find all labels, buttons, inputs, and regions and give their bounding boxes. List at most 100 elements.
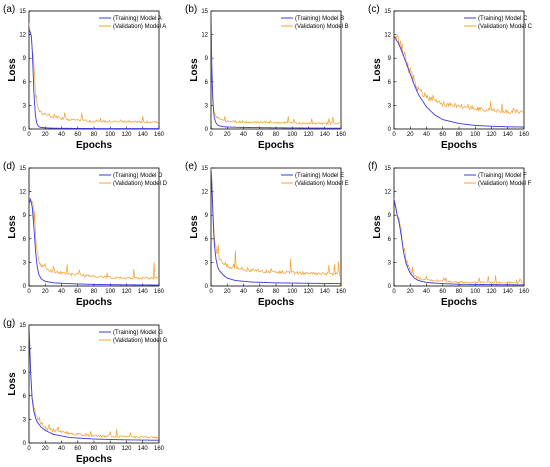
x-tick-label: 40 bbox=[423, 132, 430, 138]
y-tick-label: 9 bbox=[205, 213, 209, 219]
y-tick-label: 12 bbox=[19, 33, 26, 39]
x-tick-label: 120 bbox=[121, 446, 132, 452]
y-tick-label: 0 bbox=[23, 441, 27, 447]
y-tick-label: 3 bbox=[23, 260, 27, 266]
y-tick-label: 12 bbox=[384, 33, 391, 39]
x-tick-label: 60 bbox=[256, 132, 263, 138]
y-tick-label: 6 bbox=[388, 80, 392, 86]
x-axis-label: Epochs bbox=[76, 454, 113, 465]
legend-entry: (Training) Model C bbox=[478, 16, 528, 22]
x-tick-label: 0 bbox=[392, 289, 396, 295]
x-tick-label: 140 bbox=[320, 289, 331, 295]
y-tick-label: 3 bbox=[23, 103, 27, 109]
x-tick-label: 60 bbox=[256, 289, 263, 295]
y-axis-label: Loss bbox=[7, 58, 18, 82]
y-tick-label: 3 bbox=[388, 103, 392, 109]
y-tick-label: 9 bbox=[205, 56, 209, 62]
x-tick-label: 100 bbox=[105, 446, 116, 452]
validation-series-line bbox=[29, 22, 159, 124]
y-tick-label: 6 bbox=[388, 237, 392, 243]
legend-entry: (Training) Model G bbox=[113, 330, 163, 336]
validation-series-line bbox=[394, 34, 524, 115]
x-tick-label: 80 bbox=[456, 132, 463, 138]
y-tick-label: 0 bbox=[388, 284, 392, 290]
x-tick-label: 60 bbox=[74, 132, 81, 138]
chart-panel: (d) 0 20 40 60 80 100 120 140 160 0 3 6 9 12 15 Epochs Lo… bbox=[3, 161, 168, 308]
legend-entry: (Validation) Model E bbox=[295, 181, 349, 187]
x-tick-label: 100 bbox=[470, 289, 481, 295]
x-axis-label: Epochs bbox=[258, 297, 295, 308]
x-tick-label: 20 bbox=[407, 132, 414, 138]
x-tick-label: 160 bbox=[336, 289, 347, 295]
x-tick-label: 0 bbox=[392, 132, 396, 138]
x-tick-label: 20 bbox=[224, 289, 231, 295]
chart-panel: (b) 0 20 40 60 80 100 120 140 160 0 3 6 9 12 15 Epochs Lo… bbox=[185, 4, 349, 151]
x-tick-label: 60 bbox=[439, 132, 446, 138]
x-tick-label: 100 bbox=[287, 132, 298, 138]
x-tick-label: 20 bbox=[42, 446, 49, 452]
legend-entry: (Validation) Model G bbox=[113, 338, 168, 344]
legend-entry: (Training) Model B bbox=[295, 16, 344, 22]
y-tick-label: 6 bbox=[23, 80, 27, 86]
panel-label: (f) bbox=[368, 161, 377, 172]
x-tick-label: 140 bbox=[138, 132, 149, 138]
x-axis-label: Epochs bbox=[76, 297, 113, 308]
y-tick-label: 6 bbox=[205, 80, 209, 86]
x-tick-label: 120 bbox=[486, 289, 497, 295]
y-tick-label: 6 bbox=[23, 237, 27, 243]
y-tick-label: 9 bbox=[23, 56, 27, 62]
x-tick-label: 160 bbox=[336, 132, 347, 138]
panel-label: (d) bbox=[3, 161, 15, 172]
y-tick-label: 0 bbox=[23, 127, 27, 133]
legend-entry: (Training) Model D bbox=[113, 173, 163, 179]
y-tick-label: 3 bbox=[23, 417, 27, 423]
y-tick-label: 15 bbox=[384, 9, 391, 15]
y-axis-label: Loss bbox=[189, 215, 200, 239]
x-tick-label: 80 bbox=[91, 446, 98, 452]
x-tick-label: 160 bbox=[154, 446, 165, 452]
chart-panel: (g) 0 20 40 60 80 100 120 140 160 0 3 6 9 12 15 Epochs Lo… bbox=[3, 318, 168, 465]
x-tick-label: 60 bbox=[439, 289, 446, 295]
x-tick-label: 140 bbox=[320, 132, 331, 138]
training-series-line bbox=[394, 199, 524, 286]
training-series-line bbox=[394, 35, 524, 128]
x-tick-label: 160 bbox=[154, 132, 165, 138]
x-tick-label: 20 bbox=[42, 132, 49, 138]
panel-label: (b) bbox=[185, 4, 197, 15]
x-tick-label: 140 bbox=[503, 289, 514, 295]
y-tick-label: 12 bbox=[19, 347, 26, 353]
x-tick-label: 140 bbox=[138, 446, 149, 452]
x-tick-label: 40 bbox=[58, 289, 65, 295]
x-tick-label: 80 bbox=[91, 289, 98, 295]
x-tick-label: 100 bbox=[287, 289, 298, 295]
x-axis-label: Epochs bbox=[258, 140, 295, 151]
validation-series-line bbox=[211, 30, 341, 126]
chart-panel: (f) 0 20 40 60 80 100 120 140 160 0 3 6 9 12 15 Epochs Lo… bbox=[368, 161, 532, 308]
training-series-line bbox=[211, 11, 341, 129]
y-tick-label: 9 bbox=[23, 213, 27, 219]
y-tick-label: 9 bbox=[388, 56, 392, 62]
y-axis-label: Loss bbox=[372, 215, 383, 239]
y-axis-label: Loss bbox=[372, 58, 383, 82]
x-tick-label: 0 bbox=[27, 289, 31, 295]
y-tick-label: 15 bbox=[19, 323, 26, 329]
x-tick-label: 100 bbox=[470, 132, 481, 138]
x-tick-label: 140 bbox=[503, 132, 514, 138]
y-tick-label: 9 bbox=[23, 370, 27, 376]
validation-series-line bbox=[211, 168, 341, 277]
x-tick-label: 120 bbox=[303, 289, 314, 295]
y-tick-label: 3 bbox=[388, 260, 392, 266]
training-series-line bbox=[29, 197, 159, 286]
legend-entry: (Validation) Model C bbox=[478, 24, 533, 30]
x-tick-label: 20 bbox=[407, 289, 414, 295]
y-tick-label: 6 bbox=[205, 237, 209, 243]
y-tick-label: 15 bbox=[201, 9, 208, 15]
x-tick-label: 80 bbox=[273, 289, 280, 295]
legend-entry: (Validation) Model F bbox=[478, 181, 532, 187]
y-tick-label: 15 bbox=[19, 9, 26, 15]
legend-entry: (Validation) Model D bbox=[113, 181, 168, 187]
y-tick-label: 15 bbox=[201, 166, 208, 172]
panel-label: (a) bbox=[3, 4, 15, 15]
legend-entry: (Training) Model A bbox=[113, 16, 162, 22]
